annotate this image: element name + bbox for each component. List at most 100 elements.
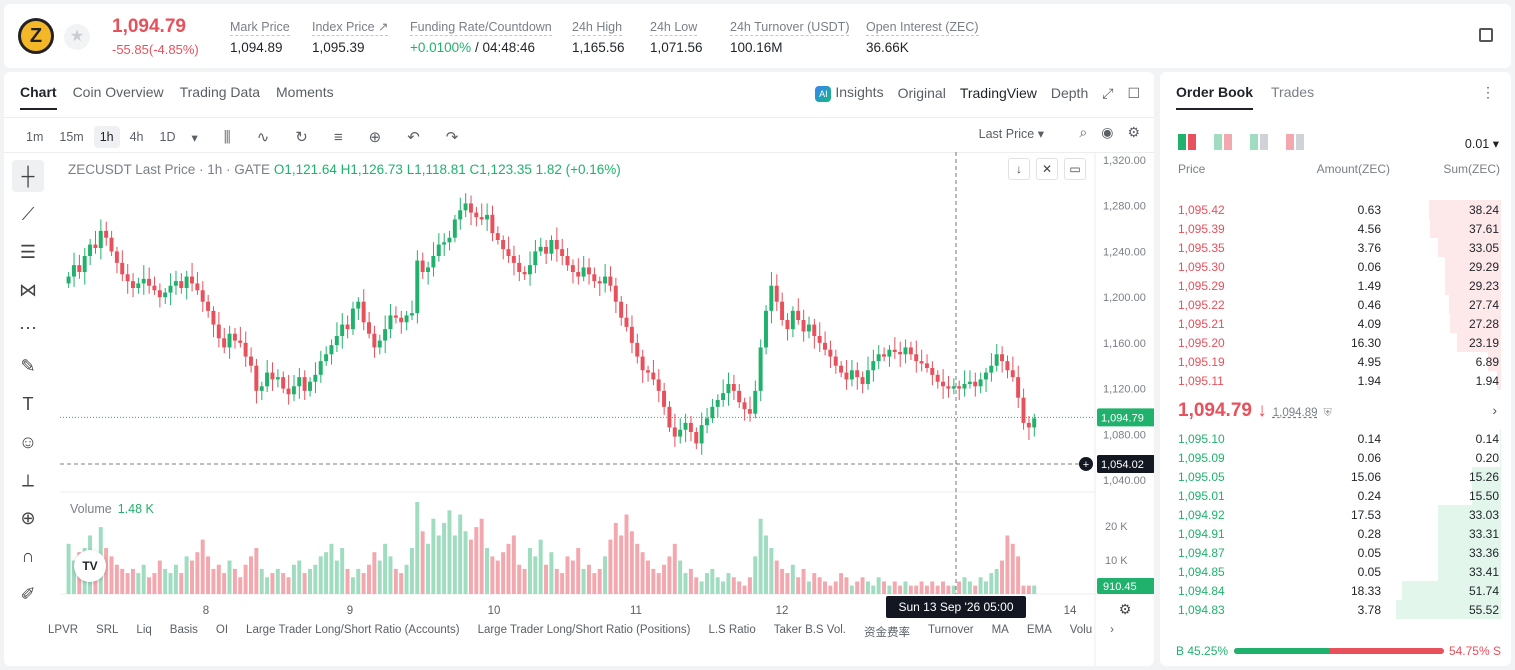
crosshair-icon[interactable]: ┼ (12, 160, 44, 192)
timeframe-15m[interactable]: 15m (59, 130, 84, 144)
mode-ask-icon[interactable] (1286, 134, 1304, 150)
emoji-icon[interactable]: ☺ (18, 432, 38, 452)
tab-order-book[interactable]: Order Book (1176, 84, 1254, 110)
refresh-icon[interactable]: ↻ (295, 129, 308, 146)
tab-trades[interactable]: Trades (1271, 84, 1315, 100)
timeframe-dropdown-icon[interactable]: ▾ (191, 130, 198, 145)
orderbook-row[interactable]: 1,095.30 0.06 29.29 (1176, 257, 1501, 276)
text-icon[interactable]: T (22, 394, 34, 414)
orderbook-row[interactable]: 1,095.20 16.30 23.19 (1176, 333, 1501, 352)
magnet-icon[interactable]: ∩ (21, 546, 35, 566)
orderbook-row[interactable]: 1,095.42 0.63 38.24 (1176, 200, 1501, 219)
candle-body (367, 322, 371, 334)
candle-body (463, 203, 468, 211)
templates-icon[interactable]: ≡ (333, 128, 343, 146)
tab-original[interactable]: Original (897, 85, 946, 101)
fib-icon[interactable]: ⋯ (19, 318, 37, 338)
row-sum: 23.19 (1468, 336, 1499, 350)
precision-select[interactable]: 0.01 ▾ (1464, 137, 1499, 151)
timeframe-1d[interactable]: 1D (159, 130, 176, 144)
info-icon[interactable]: ⛨ (1323, 407, 1332, 419)
indicator-6[interactable]: Large Trader Long/Short Ratio (Positions… (477, 624, 691, 636)
indicator-5[interactable]: Large Trader Long/Short Ratio (Accounts) (246, 624, 460, 636)
orderbook-row[interactable]: 1,095.29 1.49 29.23 (1176, 276, 1501, 295)
orderbook-row[interactable]: 1,094.83 3.78 55.52 (1176, 600, 1501, 619)
candlestick-chart[interactable]: 1,320.00 1,280.00 1,240.00 1,200.00 1,160.00… (60, 152, 1154, 666)
brush-icon[interactable]: ✎ (20, 356, 36, 376)
orderbook-row[interactable]: 1,094.85 0.05 33.41 (1176, 562, 1501, 581)
tab-insights[interactable]: AI Insights (815, 84, 884, 102)
tradingview-logo[interactable]: TV (74, 550, 106, 582)
ruler-icon[interactable]: ⟂ (21, 470, 34, 490)
redo-icon[interactable]: ↷ (445, 129, 459, 146)
window-icon[interactable]: ☐ (1127, 84, 1140, 101)
orderbook-row[interactable]: 1,095.35 3.76 33.05 (1176, 238, 1501, 257)
notebook-icon[interactable] (1479, 28, 1493, 42)
orderbook-row[interactable]: 1,095.21 4.09 27.28 (1176, 314, 1501, 333)
zoom-icon[interactable]: ⊕ (20, 508, 36, 528)
collapse-icon[interactable]: ✕ (1036, 158, 1058, 180)
indicator-0[interactable]: LPVR (48, 624, 79, 636)
indicator-1[interactable]: SRL (96, 624, 119, 636)
orderbook-row[interactable]: 1,095.39 4.56 37.61 (1176, 219, 1501, 238)
candle-body (248, 356, 253, 366)
volume-bar (978, 577, 983, 594)
price-type-select[interactable]: Last Price ▾ (978, 127, 1044, 141)
pencil-icon[interactable]: ✐ (20, 584, 36, 604)
candle-body (538, 246, 543, 252)
chevron-right-icon[interactable]: › (1110, 624, 1114, 636)
stat-index-price[interactable]: Index Price ↗ 1,095.39 (312, 20, 389, 55)
tab-chart[interactable]: Chart (20, 84, 57, 110)
more-icon[interactable]: ⋮ (1481, 84, 1495, 100)
orderbook-row[interactable]: 1,095.11 1.94 1.94 (1176, 371, 1501, 390)
gear-icon[interactable]: ⚙ (1127, 124, 1140, 140)
favorite-star-icon[interactable]: ★ (64, 24, 90, 50)
maximize-icon[interactable]: ▭ (1064, 158, 1086, 180)
indicator-8[interactable]: Taker B.S Vol. (773, 624, 846, 636)
timeframe-1h[interactable]: 1h (93, 126, 120, 148)
tab-coin-overview[interactable]: Coin Overview (72, 84, 164, 100)
indicator-10[interactable]: Turnover (927, 624, 974, 636)
orderbook-row[interactable]: 1,094.84 18.33 51.74 (1176, 581, 1501, 600)
indicator-2[interactable]: Liq (136, 624, 152, 636)
volume-bar (721, 581, 726, 594)
horizontal-lines-icon[interactable]: ☰ (19, 242, 37, 262)
camera-icon[interactable]: ◉ (1101, 124, 1114, 140)
timeframe-1m[interactable]: 1m (26, 130, 44, 144)
indicator-9[interactable]: 资金费率 (863, 627, 910, 639)
mode-sell-icon[interactable] (1214, 134, 1232, 150)
search-icon[interactable]: ⌕ (1079, 124, 1088, 140)
indicator-3[interactable]: Basis (169, 624, 198, 636)
indicators-icon[interactable]: ∿ (256, 129, 270, 146)
mode-buy-icon[interactable] (1250, 134, 1268, 150)
indicator-12[interactable]: EMA (1026, 624, 1052, 636)
trendline-icon[interactable]: ⟋ (21, 204, 35, 224)
orderbook-row[interactable]: 1,095.10 0.14 0.14 (1176, 429, 1501, 448)
mode-both-icon[interactable] (1178, 134, 1196, 150)
pattern-icon[interactable]: ⋈ (19, 280, 37, 300)
orderbook-row[interactable]: 1,095.19 4.95 6.89 (1176, 352, 1501, 371)
expand-icon[interactable]: ⤢ (1102, 84, 1114, 101)
orderbook-row[interactable]: 1,095.05 15.06 15.26 (1176, 467, 1501, 486)
tab-tradingview[interactable]: TradingView (959, 85, 1037, 101)
indicator-7[interactable]: L.S Ratio (708, 624, 756, 636)
undo-icon[interactable]: ↶ (407, 129, 420, 146)
tab-trading-data[interactable]: Trading Data (179, 84, 261, 100)
orderbook-row[interactable]: 1,095.01 0.24 15.50 (1176, 486, 1501, 505)
tab-depth[interactable]: Depth (1050, 85, 1089, 101)
row-amount: 16.30 (1350, 336, 1381, 350)
indicator-13[interactable]: Volu (1069, 624, 1093, 636)
candle-type-icon[interactable]: ⫼ (223, 128, 231, 146)
timeframe-4h[interactable]: 4h (129, 130, 144, 144)
tab-moments[interactable]: Moments (276, 84, 334, 100)
orderbook-row[interactable]: 1,094.87 0.05 33.36 (1176, 543, 1501, 562)
indicator-11[interactable]: MA (991, 624, 1009, 636)
orderbook-row[interactable]: 1,094.91 0.28 33.31 (1176, 524, 1501, 543)
arrow-down-icon[interactable]: ↓ (1008, 158, 1030, 180)
chevron-right-icon[interactable]: › (1492, 402, 1497, 418)
add-indicator-icon[interactable]: ⊕ (368, 129, 382, 146)
orderbook-row[interactable]: 1,094.92 17.53 33.03 (1176, 505, 1501, 524)
orderbook-row[interactable]: 1,095.22 0.46 27.74 (1176, 295, 1501, 314)
orderbook-row[interactable]: 1,095.09 0.06 0.20 (1176, 448, 1501, 467)
indicator-4[interactable]: OI (215, 624, 229, 636)
